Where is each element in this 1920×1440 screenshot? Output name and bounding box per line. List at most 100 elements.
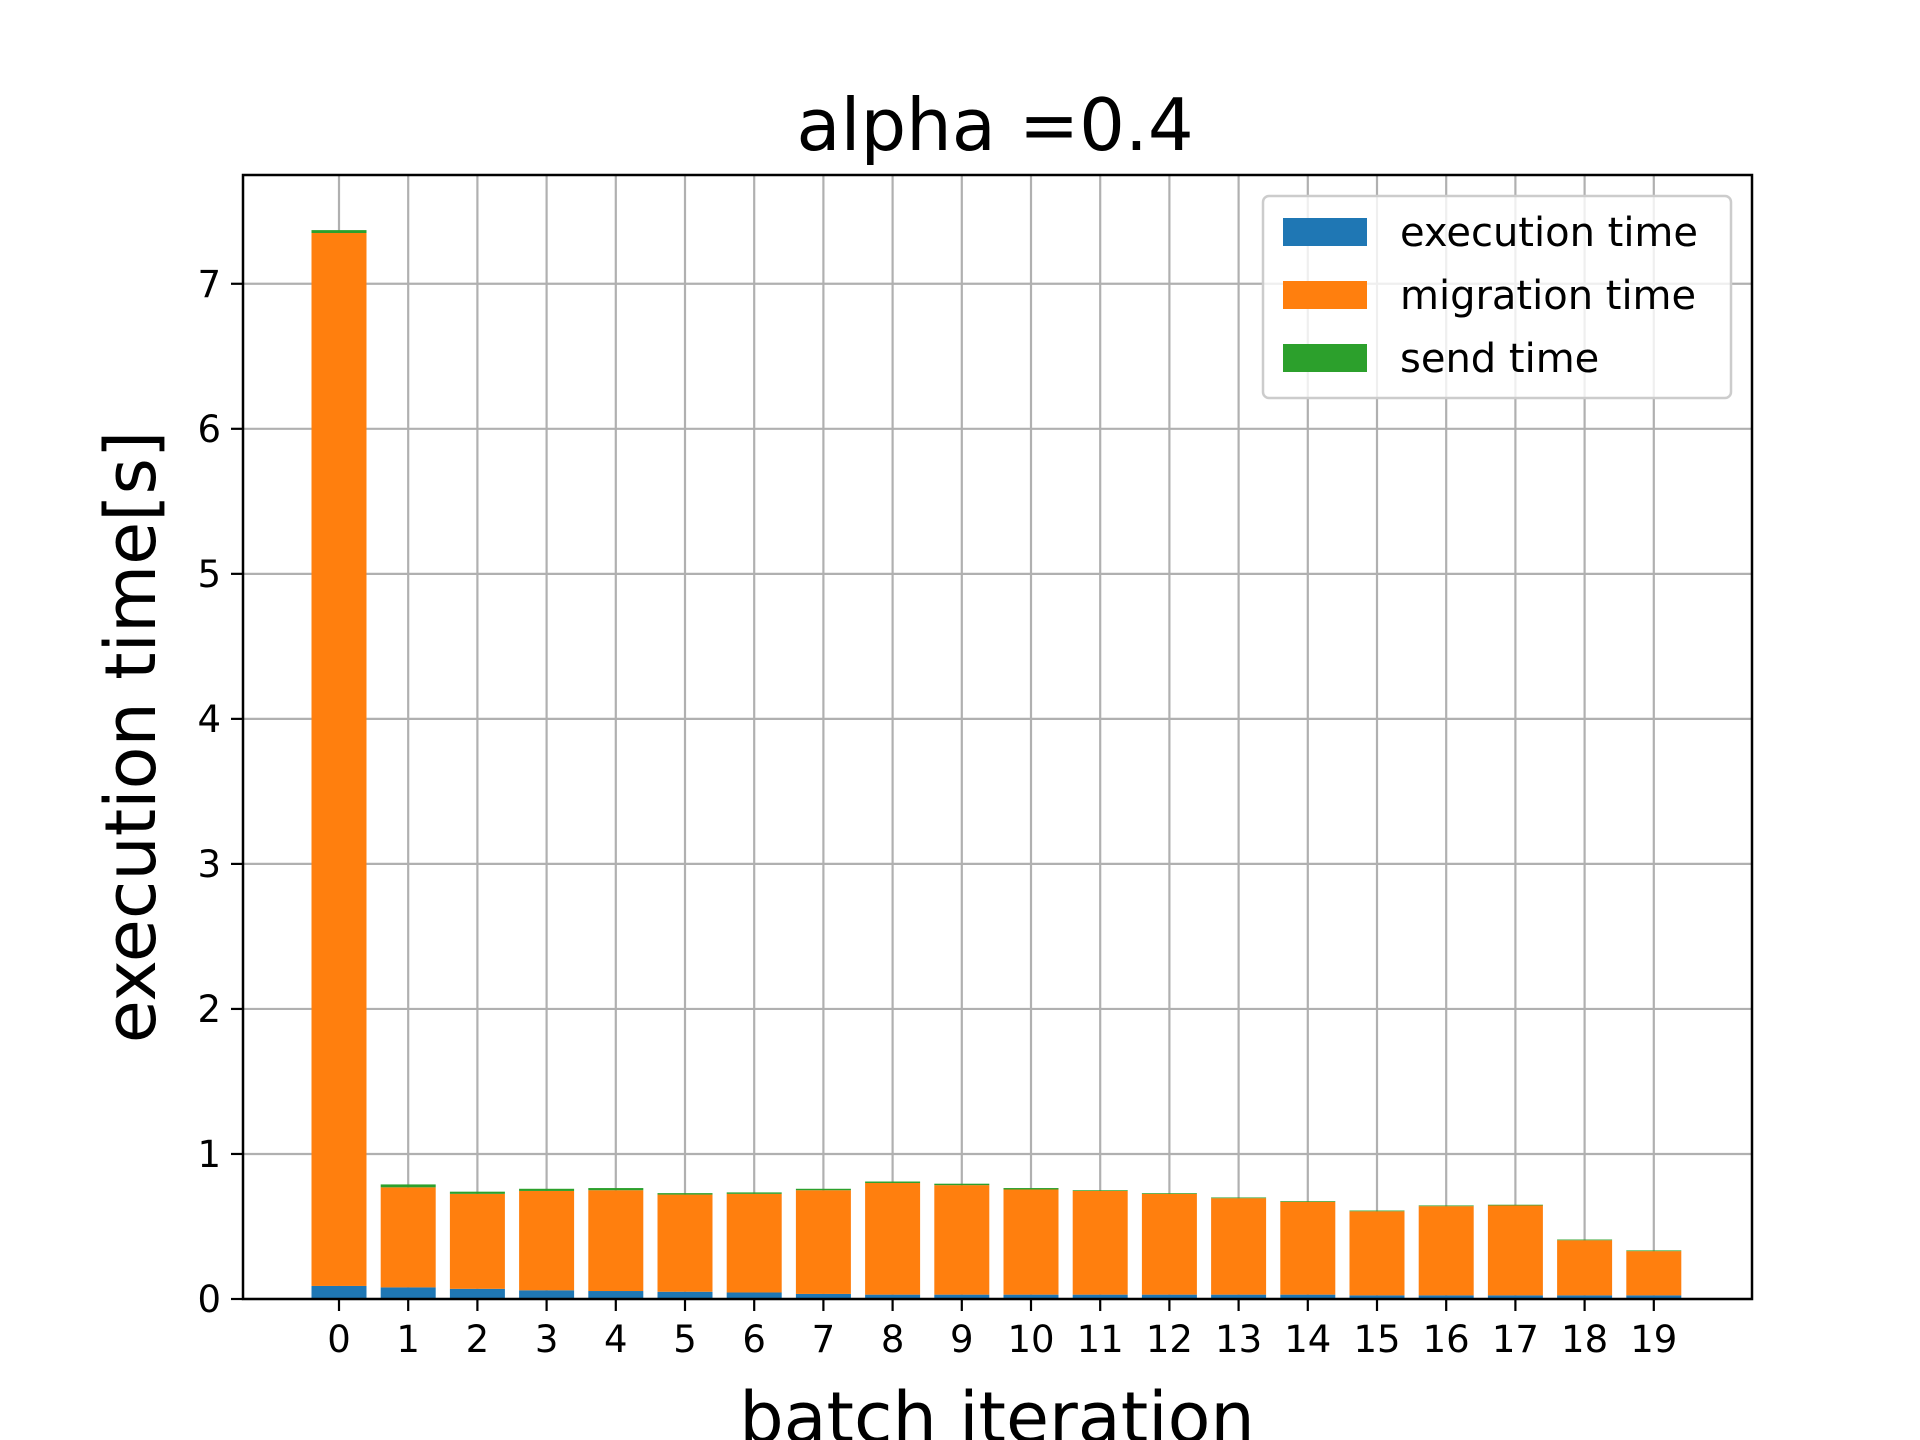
bar-segment-send-time xyxy=(1557,1239,1613,1241)
bar-segment-migration-time xyxy=(1003,1189,1059,1295)
bar-segment-migration-time xyxy=(1280,1201,1336,1295)
bar-segment-send-time xyxy=(1349,1210,1405,1212)
bar-segment-send-time xyxy=(1072,1190,1128,1191)
bar-segment-migration-time xyxy=(1557,1240,1613,1296)
bar-segment-execution-time xyxy=(449,1288,505,1299)
x-tick-label: 1 xyxy=(396,1318,420,1361)
plot-frame xyxy=(241,173,1754,1301)
bar-segment-send-time xyxy=(1626,1250,1682,1252)
x-tick-label: 15 xyxy=(1353,1318,1400,1361)
y-tick-label: 6 xyxy=(197,408,221,451)
x-tick-label: 17 xyxy=(1492,1318,1539,1361)
y-tick-label: 7 xyxy=(197,263,221,306)
bar-segment-migration-time xyxy=(311,233,367,1286)
y-tick-label: 4 xyxy=(197,698,221,741)
bar-segment-migration-time xyxy=(1072,1190,1128,1295)
x-tick-label: 10 xyxy=(1007,1318,1054,1361)
bar-segment-send-time xyxy=(311,230,367,234)
bar-segment-send-time xyxy=(795,1188,851,1191)
x-tick-label: 3 xyxy=(535,1318,559,1361)
legend-swatch xyxy=(1283,281,1367,309)
bar-segment-migration-time xyxy=(1211,1198,1267,1295)
y-axis-label: execution time[s] xyxy=(90,431,172,1044)
bar-segment-migration-time xyxy=(449,1193,505,1289)
bar-segment-execution-time xyxy=(1349,1295,1405,1299)
bar-segment-execution-time xyxy=(865,1294,921,1299)
x-tick-label: 16 xyxy=(1423,1318,1470,1361)
bar-segment-migration-time xyxy=(1349,1211,1405,1296)
bar-segment-send-time xyxy=(1211,1197,1267,1199)
bar-segment-migration-time xyxy=(380,1187,436,1288)
bar-segment-execution-time xyxy=(380,1287,436,1299)
x-tick-label: 14 xyxy=(1284,1318,1331,1361)
y-tick-label: 2 xyxy=(197,988,221,1031)
legend-label: execution time xyxy=(1400,210,1698,256)
bar-segment-execution-time xyxy=(795,1293,851,1299)
bar-segment-execution-time xyxy=(1626,1295,1682,1299)
legend-label: send time xyxy=(1400,336,1599,382)
legend-swatch xyxy=(1283,344,1367,372)
legend: execution time migration time send time xyxy=(1261,194,1733,400)
bar-segment-migration-time xyxy=(588,1190,644,1292)
bar-segment-send-time xyxy=(865,1181,921,1183)
bar-segment-execution-time xyxy=(934,1294,990,1299)
bar-segment-migration-time xyxy=(1487,1205,1543,1296)
bar-segment-migration-time xyxy=(657,1194,713,1292)
bar-segment-execution-time xyxy=(311,1285,367,1299)
legend-label: migration time xyxy=(1400,273,1696,319)
bar-segment-execution-time xyxy=(1072,1294,1128,1299)
bar-segment-execution-time xyxy=(1141,1294,1197,1299)
bar-segment-execution-time xyxy=(1487,1295,1543,1299)
x-tick-label: 8 xyxy=(881,1318,905,1361)
bar-segment-send-time xyxy=(588,1188,644,1191)
bar-segment-execution-time xyxy=(1557,1295,1613,1299)
bar-segment-send-time xyxy=(1280,1201,1336,1202)
x-axis-label: batch iteration xyxy=(739,1377,1255,1440)
bar-segment-migration-time xyxy=(865,1182,921,1295)
bar-segment-migration-time xyxy=(1626,1251,1682,1296)
bar-segment-execution-time xyxy=(1280,1294,1336,1299)
x-tick-label: 5 xyxy=(673,1318,697,1361)
x-tick-label: 11 xyxy=(1077,1318,1124,1361)
x-tick-label: 19 xyxy=(1630,1318,1677,1361)
bar-segment-execution-time xyxy=(588,1291,644,1299)
chart-title: alpha =0.4 xyxy=(796,83,1193,167)
grid-lines xyxy=(243,175,1752,1301)
y-axis: 0 1 2 3 4 5 6 7 xyxy=(197,263,243,1321)
bar-segment-migration-time xyxy=(795,1190,851,1294)
bar-segment-send-time xyxy=(657,1193,713,1195)
bar-segment-execution-time xyxy=(1418,1295,1474,1299)
x-tick-label: 18 xyxy=(1561,1318,1608,1361)
legend-swatch xyxy=(1283,218,1367,246)
y-tick-label: 1 xyxy=(197,1133,221,1176)
bar-segment-send-time xyxy=(1141,1193,1197,1194)
bar-stacks xyxy=(311,230,1682,1299)
legend-box xyxy=(1261,194,1733,400)
x-tick-label: 2 xyxy=(466,1318,490,1361)
bar-segment-send-time xyxy=(1418,1205,1474,1207)
bar-segment-migration-time xyxy=(726,1193,782,1293)
bar-segment-migration-time xyxy=(1418,1206,1474,1296)
y-tick-label: 3 xyxy=(197,843,221,886)
bar-segment-send-time xyxy=(519,1188,575,1191)
x-tick-label: 6 xyxy=(742,1318,766,1361)
y-tick-label: 5 xyxy=(197,553,221,596)
bar-segment-execution-time xyxy=(1211,1294,1267,1299)
x-tick-label: 7 xyxy=(812,1318,836,1361)
bar-segment-send-time xyxy=(726,1192,782,1194)
bar-segment-migration-time xyxy=(934,1185,990,1295)
x-tick-label: 12 xyxy=(1146,1318,1193,1361)
bar-segment-send-time xyxy=(1487,1204,1543,1206)
x-tick-label: 0 xyxy=(327,1318,351,1361)
bar-segment-execution-time xyxy=(1003,1294,1059,1299)
bar-segment-migration-time xyxy=(519,1190,575,1291)
bar-segment-migration-time xyxy=(1141,1193,1197,1295)
bar-segment-execution-time xyxy=(519,1290,575,1299)
bar-segment-send-time xyxy=(934,1183,990,1186)
x-tick-label: 9 xyxy=(950,1318,974,1361)
x-tick-label: 13 xyxy=(1215,1318,1262,1361)
bar-segment-send-time xyxy=(380,1184,436,1188)
x-tick-label: 4 xyxy=(604,1318,628,1361)
bar-segment-send-time xyxy=(449,1191,505,1194)
